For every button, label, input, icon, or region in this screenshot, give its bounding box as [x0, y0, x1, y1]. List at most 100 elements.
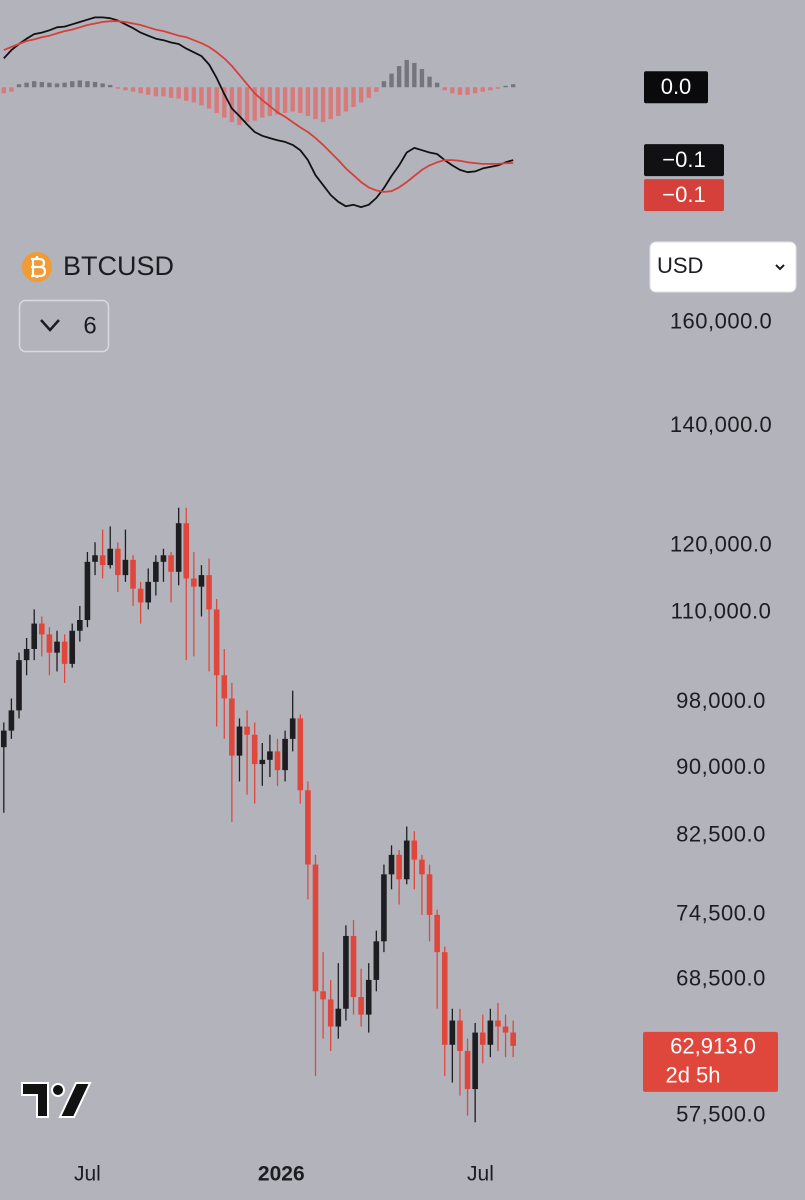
candle-body: [411, 840, 418, 860]
y-tick-label: 110,000.0: [671, 599, 772, 624]
histogram-bar: [214, 87, 219, 114]
candle-body: [358, 997, 364, 1015]
candle-body: [145, 581, 152, 603]
last-value-label: −0.1: [662, 182, 705, 207]
y-tick-label: 74,500.0: [676, 901, 766, 926]
histogram-bar: [77, 80, 83, 88]
candle-body: [99, 555, 106, 566]
candle-body: [457, 1020, 463, 1051]
histogram-bar: [244, 87, 250, 123]
candle-body: [472, 1032, 478, 1090]
histogram-bar: [412, 62, 417, 88]
candle-body: [381, 874, 387, 942]
histogram-bar: [130, 87, 136, 92]
candle-body: [206, 575, 212, 610]
price-panel: [1, 507, 516, 1123]
candle-body: [16, 660, 22, 711]
macd-line: [3, 16, 514, 208]
candle-body: [221, 675, 228, 699]
histogram-bar: [450, 87, 455, 94]
candle-body: [502, 1026, 509, 1033]
macd-panel: [1, 16, 516, 208]
histogram-bar: [480, 87, 485, 92]
candle-body: [312, 864, 319, 992]
currency-select[interactable]: USD: [649, 241, 797, 293]
candle-body: [251, 734, 258, 765]
candle-body: [77, 620, 83, 631]
histogram-bar: [146, 87, 151, 95]
macd-line: [3, 20, 514, 193]
y-tick-label: 140,000.0: [670, 412, 772, 437]
histogram-bar: [168, 87, 174, 98]
candle-body: [274, 751, 281, 771]
histogram-bar: [488, 87, 493, 91]
histogram-bar: [229, 87, 235, 123]
candle-body: [229, 698, 235, 756]
histogram-bar: [222, 87, 227, 118]
histogram-bar: [396, 66, 402, 88]
candle-body: [213, 609, 220, 676]
currency-box: [649, 241, 797, 293]
histogram-bar: [313, 87, 318, 120]
histogram-bar: [434, 82, 440, 88]
histogram-bar: [427, 76, 432, 88]
histogram-bar: [100, 83, 105, 88]
histogram-bar: [503, 85, 508, 88]
candle-body: [282, 738, 288, 771]
histogram-bar: [138, 87, 143, 94]
candle-body: [236, 726, 243, 756]
histogram-bar: [70, 81, 75, 88]
histogram-bar: [199, 87, 204, 106]
histogram-bar: [39, 81, 45, 88]
last-price-label: 62,913.0: [670, 1034, 756, 1059]
histogram-bar: [252, 87, 257, 121]
y-tick-label: 98,000.0: [676, 688, 766, 713]
last-value-label: −0.1: [662, 147, 705, 172]
candle-body: [487, 1020, 494, 1045]
histogram-bar: [419, 69, 425, 88]
candle-body: [388, 854, 395, 875]
histogram-bar: [275, 87, 280, 115]
candle-body: [168, 555, 174, 572]
interval-value[interactable]: 6: [83, 312, 96, 339]
histogram-bar: [495, 87, 501, 89]
symbol[interactable]: BTCUSD: [63, 251, 174, 281]
histogram-bar: [184, 87, 189, 101]
histogram-bar: [260, 87, 265, 118]
candle-body: [107, 548, 114, 566]
y-tick-label: 68,500.0: [676, 966, 766, 991]
candle-body: [46, 634, 53, 653]
candle-body: [39, 623, 45, 635]
currency[interactable]: USD: [657, 253, 703, 278]
btc-glyph: [31, 256, 47, 278]
histogram-bar: [328, 87, 333, 120]
candle-body: [365, 979, 372, 1015]
candle-body: [84, 561, 91, 621]
histogram-bar: [510, 84, 516, 88]
y-tick-label: 0.0: [661, 74, 692, 99]
candle-body: [297, 718, 304, 791]
candle-body: [495, 1020, 501, 1027]
histogram-bar: [9, 87, 14, 92]
candle-body: [69, 630, 76, 664]
candle-body: [396, 854, 402, 880]
histogram-bar: [366, 87, 371, 98]
candle-body: [1, 730, 7, 748]
interval-button[interactable]: 6: [18, 299, 110, 353]
candle-body: [419, 859, 425, 875]
candle-body: [479, 1032, 486, 1045]
candle-body: [403, 840, 410, 880]
histogram-bar: [320, 87, 326, 123]
candle-body: [305, 790, 311, 865]
candle-body: [335, 1008, 342, 1027]
logo-part: [51, 1083, 65, 1097]
histogram-bar: [358, 87, 364, 103]
symbol-header[interactable]: BTCUSD: [22, 251, 174, 282]
candle-body: [320, 991, 326, 1000]
y-tick-box: [644, 71, 708, 104]
candle-body: [122, 559, 129, 576]
x-tick-label: 2026: [258, 1163, 305, 1186]
histogram-bar: [237, 87, 242, 126]
histogram-bar: [62, 82, 67, 88]
